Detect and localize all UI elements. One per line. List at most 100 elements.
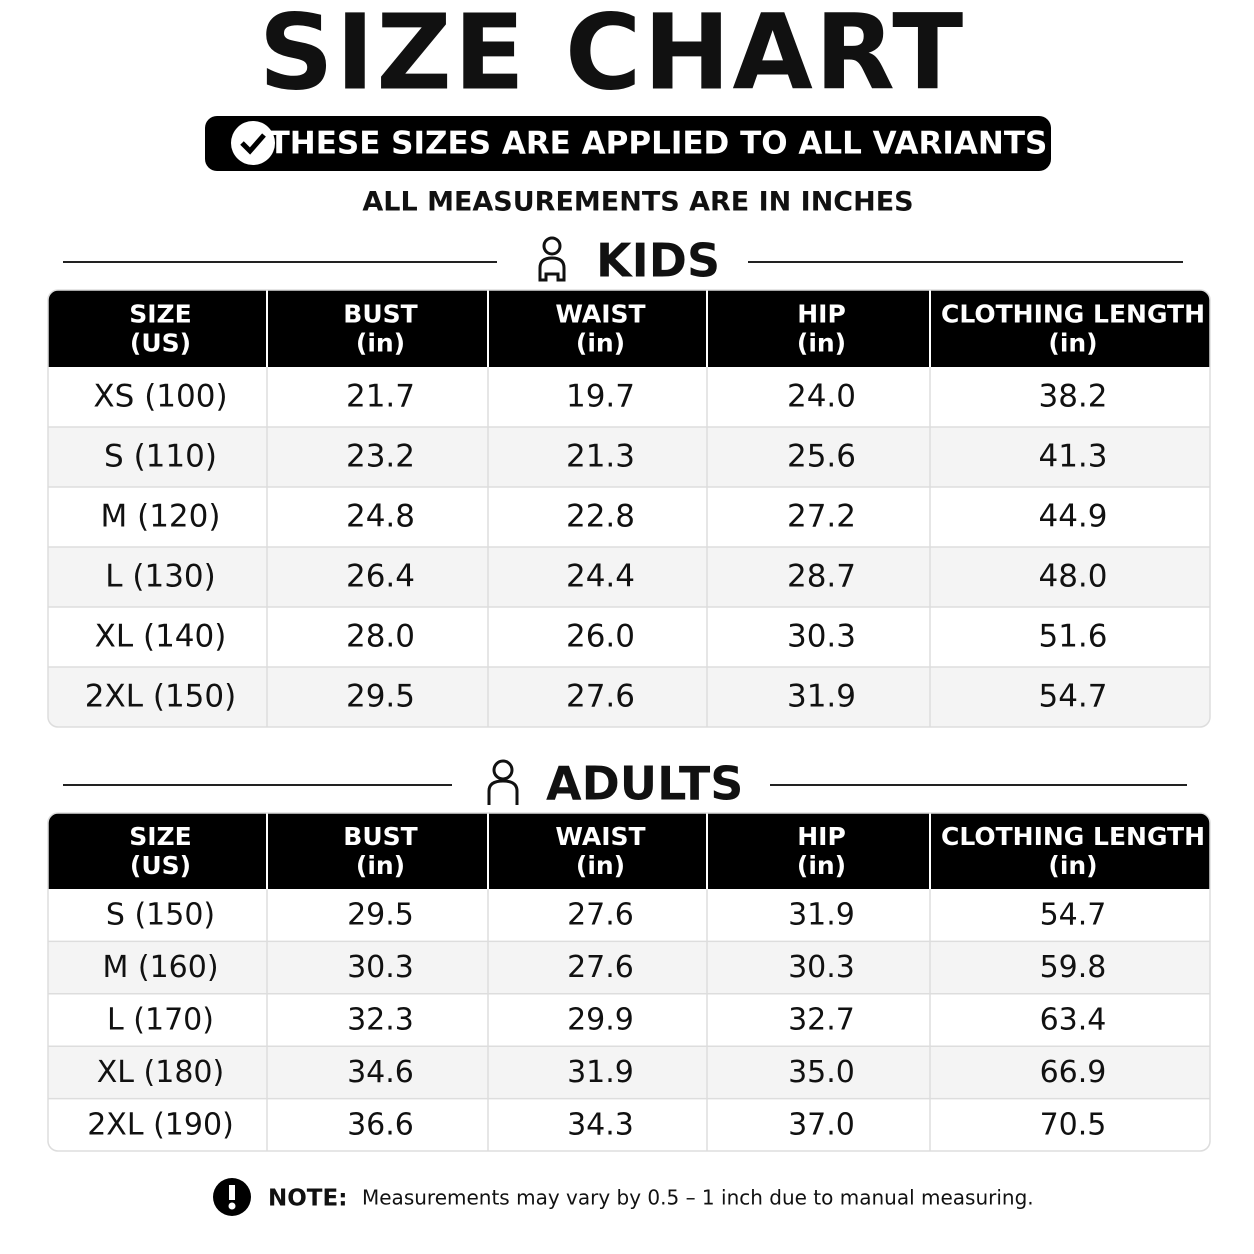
cell: 63.4 [1040, 1003, 1107, 1038]
column-header: SIZE [129, 822, 192, 851]
size-cell: XL (180) [97, 1055, 224, 1090]
cell: 21.7 [346, 379, 415, 415]
cell: 22.8 [566, 499, 635, 535]
column-unit: (US) [130, 329, 191, 358]
cell: 24.8 [346, 499, 415, 535]
size-cell: M (160) [102, 950, 218, 985]
row-bg [48, 367, 1210, 427]
row-bg [48, 607, 1210, 667]
note-label: NOTE: [268, 1186, 347, 1212]
cell: 31.9 [787, 679, 856, 715]
column-unit: (in) [797, 851, 846, 880]
row-bg [48, 1098, 1210, 1151]
cell: 21.3 [566, 439, 635, 475]
adult-icon [487, 759, 519, 805]
row-bg [48, 547, 1210, 607]
row-bg [48, 427, 1210, 487]
warning-mark [229, 1185, 235, 1200]
size-cell: XS (100) [93, 379, 227, 415]
subtitle: ALL MEASUREMENTS ARE IN INCHES [362, 187, 913, 218]
cell: 59.8 [1040, 950, 1107, 985]
size-cell: L (130) [105, 559, 215, 595]
column-unit: (in) [356, 329, 405, 358]
cell: 26.4 [346, 559, 415, 595]
cell: 44.9 [1038, 499, 1107, 535]
cell: 19.7 [566, 379, 635, 415]
cell: 24.4 [566, 559, 635, 595]
column-header: WAIST [555, 300, 645, 329]
cell: 23.2 [346, 439, 415, 475]
column-unit: (in) [797, 329, 846, 358]
column-header: HIP [797, 822, 846, 851]
note-text: Measurements may vary by 0.5 – 1 inch du… [362, 1186, 1034, 1210]
cell: 26.0 [566, 619, 635, 655]
column-header: BUST [343, 822, 417, 851]
column-header: BUST [343, 300, 417, 329]
cell: 27.6 [567, 950, 634, 985]
row-bg [48, 487, 1210, 547]
row-bg [48, 889, 1210, 942]
column-unit: (in) [576, 329, 625, 358]
cell: 30.3 [788, 950, 855, 985]
column-header: CLOTHING LENGTH [941, 822, 1205, 851]
row-bg [48, 941, 1210, 994]
cell: 27.6 [567, 898, 634, 933]
cell: 34.3 [567, 1107, 634, 1142]
cell: 34.6 [347, 1055, 414, 1090]
warning-dot [228, 1202, 236, 1210]
column-header: WAIST [555, 822, 645, 851]
banner-text: THESE SIZES ARE APPLIED TO ALL VARIANTS [269, 126, 1048, 162]
row-bg [48, 667, 1210, 727]
cell: 36.6 [347, 1107, 414, 1142]
cell: 30.3 [787, 619, 856, 655]
cell: 70.5 [1040, 1107, 1107, 1142]
cell: 48.0 [1038, 559, 1107, 595]
cell: 51.6 [1038, 619, 1107, 655]
column-unit: (in) [1048, 329, 1097, 358]
cell: 29.5 [346, 679, 415, 715]
column-header: SIZE [129, 300, 192, 329]
column-unit: (in) [576, 851, 625, 880]
cell: 32.3 [347, 1003, 414, 1038]
column-unit: (US) [130, 851, 191, 880]
size-cell: M (120) [101, 499, 221, 535]
header-row [48, 290, 1210, 367]
cell: 28.7 [787, 559, 856, 595]
size-cell: L (170) [107, 1003, 214, 1038]
cell: 38.2 [1038, 379, 1107, 415]
header-row [48, 813, 1210, 889]
cell: 30.3 [347, 950, 414, 985]
column-unit: (in) [1048, 851, 1097, 880]
check-mark [240, 133, 266, 155]
size-cell: S (110) [104, 439, 217, 475]
cell: 31.9 [788, 898, 855, 933]
cell: 31.9 [567, 1055, 634, 1090]
size-cell: 2XL (190) [87, 1107, 234, 1142]
table-border [47, 289, 1211, 728]
cell: 32.7 [788, 1003, 855, 1038]
column-header: HIP [797, 300, 846, 329]
cell: 29.5 [347, 898, 414, 933]
cell: 37.0 [788, 1107, 855, 1142]
size-cell: XL (140) [95, 619, 227, 655]
cell: 25.6 [787, 439, 856, 475]
column-header: CLOTHING LENGTH [941, 300, 1205, 329]
cell: 27.6 [566, 679, 635, 715]
cell: 28.0 [346, 619, 415, 655]
cell: 24.0 [787, 379, 856, 415]
cell: 35.0 [788, 1055, 855, 1090]
size-cell: S (150) [106, 898, 215, 933]
kid-icon [538, 236, 566, 282]
table [48, 813, 1210, 1151]
size-cell: 2XL (150) [85, 679, 236, 715]
row-bg [48, 1046, 1210, 1099]
column-unit: (in) [356, 851, 405, 880]
section-heading: KIDS [596, 234, 720, 288]
cell: 54.7 [1038, 679, 1107, 715]
row-bg [48, 993, 1210, 1047]
table-border [47, 812, 1211, 1152]
banner [205, 116, 1051, 171]
section-heading: ADULTS [546, 757, 743, 811]
cell: 66.9 [1040, 1055, 1107, 1090]
